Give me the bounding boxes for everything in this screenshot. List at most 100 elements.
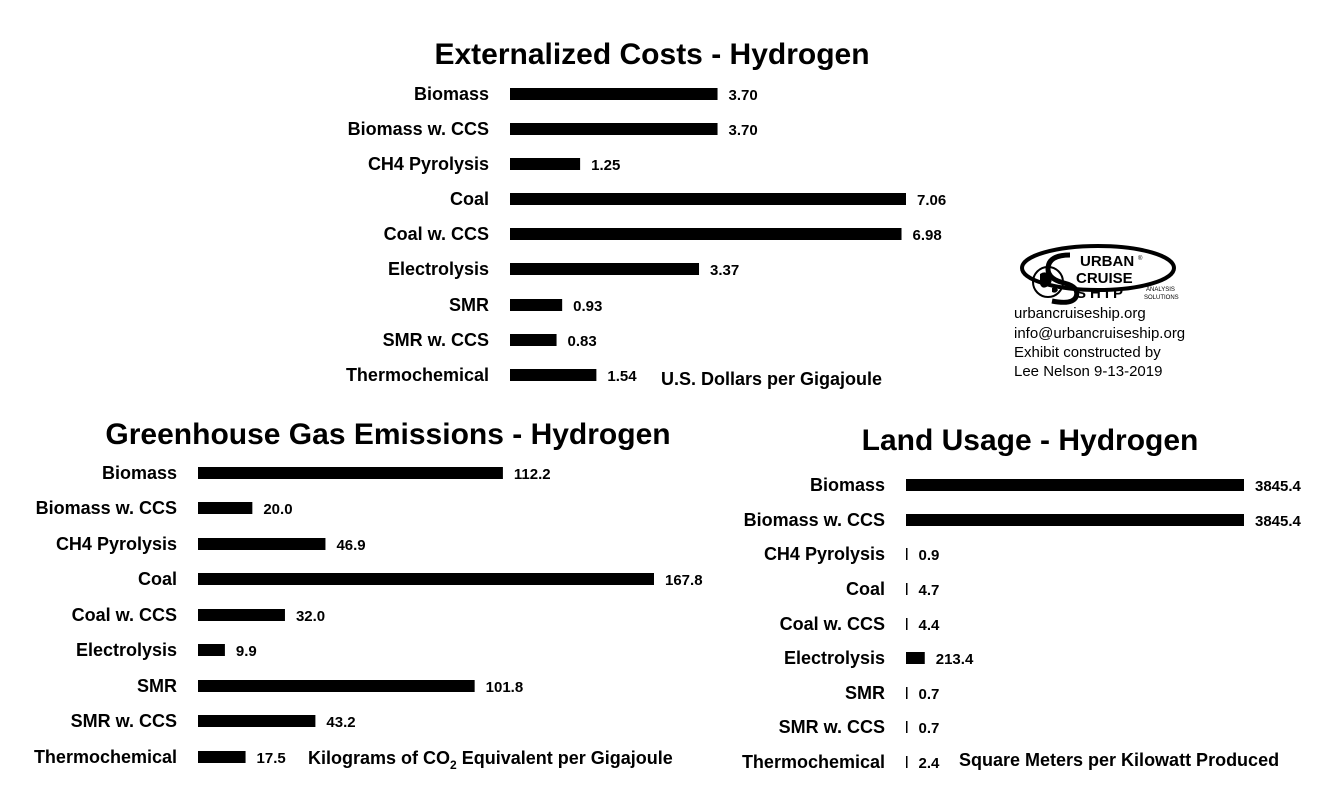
contact-credit-line2: Lee Nelson 9-13-2019 [1014,363,1162,380]
ghg-emissions-category-label: Biomass w. CCS [36,498,177,518]
externalized-costs-bar [510,228,902,240]
land-usage-title: Land Usage - Hydrogen [862,424,1199,457]
contact-email: info@urbancruiseship.org [1014,325,1185,342]
ghg-emissions-bar [198,538,326,550]
land-usage-category-label: Coal w. CCS [780,614,885,634]
land-usage-bar [906,687,908,699]
ghg-emissions-category-label: Coal [138,569,177,589]
ghg-emissions-value-label: 112.2 [514,466,551,483]
ghg-emissions-bar [198,644,225,656]
externalized-costs-value-label: 1.54 [607,368,637,385]
externalized-costs-category-label: Electrolysis [388,259,489,279]
land-usage-category-label: SMR w. CCS [779,717,885,737]
externalized-costs-value-label: 7.06 [917,192,946,209]
ghg-emissions-value-label: 167.8 [665,572,703,589]
logo-registered-mark: ® [1138,255,1143,262]
land-usage-bar [906,583,908,595]
logo-globe-continents-icon [1040,272,1058,293]
land-usage-values: 3845.4 3845.4 0.9 4.7 4.4 213.4 0.7 0.7 2.4 [919,478,1302,772]
ghg-unit-suffix: Equivalent per Gigajoule [457,748,673,768]
externalized-costs-bar [510,158,581,170]
ghg-emissions-category-label: Thermochemical [34,747,177,767]
urban-cruise-ship-logo: URBAN CRUISE SHIP ® ANALYSIS SOLUTIONS [1020,244,1179,305]
land-usage-bars [906,479,1244,768]
land-usage-value-label: 2.4 [919,755,941,772]
externalized-costs-category-label: Biomass w. CCS [348,119,489,139]
land-usage-bar [906,548,908,560]
land-usage-value-label: 3845.4 [1255,478,1302,495]
externalized-costs-bar [510,334,557,346]
land-usage-value-label: 4.7 [919,582,940,599]
externalized-costs-category-label: CH4 Pyrolysis [368,154,489,174]
land-usage-value-label: 0.9 [919,547,940,564]
land-usage-bar [906,756,908,768]
logo-analysis: ANALYSIS [1146,287,1175,293]
land-usage-bar [906,479,1244,491]
land-usage-unit-label: Square Meters per Kilowatt Produced [959,750,1279,770]
logo-line-cruise: CRUISE [1076,270,1133,287]
ghg-emissions-value-label: 17.5 [257,750,286,767]
externalized-costs-bar [510,193,906,205]
ghg-unit-prefix: Kilograms of CO [308,748,450,768]
externalized-costs-bar [510,299,563,311]
land-usage-value-label: 213.4 [936,651,974,668]
externalized-costs-categories: Biomass Biomass w. CCS CH4 Pyrolysis Coal Co… [346,84,489,385]
land-usage-value-label: 4.4 [919,617,941,634]
ghg-emissions-category-label: Biomass [102,463,177,483]
externalized-costs-unit-label: U.S. Dollars per Gigajoule [661,369,882,389]
land-usage-category-label: SMR [845,683,885,703]
logo-line-urban: URBAN [1080,253,1134,270]
externalized-costs-category-label: SMR [449,295,489,315]
externalized-costs-category-label: Thermochemical [346,365,489,385]
ghg-emissions-category-label: SMR w. CCS [71,711,177,731]
land-usage-value-label: 0.7 [919,720,940,737]
ghg-emissions-unit-label: Kilograms of CO2 Equivalent per Gigajoul… [308,748,673,772]
ghg-emissions-values: 112.2 20.0 46.9 167.8 32.0 9.9 101.8 43.2 17.5 [236,466,703,767]
ghg-emissions-title: Greenhouse Gas Emissions - Hydrogen [105,418,670,451]
externalized-costs-bar [510,263,700,275]
externalized-costs-title: Externalized Costs - Hydrogen [434,38,869,71]
logo-s-curve-icon [1045,252,1080,305]
externalized-costs-value-label: 6.98 [913,227,942,244]
contact-website: urbancruiseship.org [1014,305,1146,322]
logo-solutions: SOLUTIONS [1144,295,1179,301]
land-usage-category-label: Coal [846,579,885,599]
contact-credit-line1: Exhibit constructed by [1014,344,1161,361]
land-usage-category-label: Biomass [810,475,885,495]
externalized-costs-value-label: 1.25 [591,157,620,174]
ghg-emissions-value-label: 43.2 [326,714,355,731]
land-usage-category-label: Thermochemical [742,752,885,772]
land-usage-categories: Biomass Biomass w. CCS CH4 Pyrolysis Coal Co… [742,475,885,772]
ghg-emissions-bar [198,751,246,763]
ghg-emissions-category-label: Coal w. CCS [72,605,177,625]
land-usage-bar [906,514,1244,526]
externalized-costs-value-label: 0.93 [573,298,602,315]
externalized-costs-bars [510,88,906,381]
logo-swoosh-icon [1020,244,1176,292]
ghg-unit-subscript: 2 [450,758,457,772]
land-usage-category-label: CH4 Pyrolysis [764,544,885,564]
ghg-emissions-category-label: CH4 Pyrolysis [56,534,177,554]
land-usage-value-label: 3845.4 [1255,513,1302,530]
ghg-emissions-value-label: 9.9 [236,643,257,660]
ghg-emissions-bars [198,467,654,763]
land-usage-bar [906,721,908,733]
ghg-emissions-bar [198,680,475,692]
externalized-costs-value-label: 0.83 [568,333,597,350]
ghg-emissions-bar [198,502,253,514]
externalized-costs-value-label: 3.70 [729,122,758,139]
externalized-costs-chart: Externalized Costs - Hydrogen BiomassBio… [346,38,946,389]
ghg-emissions-category-label: Electrolysis [76,640,177,660]
ghg-emissions-bar [198,573,654,585]
externalized-costs-category-label: Coal w. CCS [384,224,489,244]
externalized-costs-values: 3.70 3.70 1.25 7.06 6.98 3.37 0.93 0.83 1.54 [568,87,947,385]
ghg-emissions-bar [198,467,503,479]
land-usage-value-label: 0.7 [919,686,940,703]
externalized-costs-value-label: 3.37 [710,262,739,279]
ghg-emissions-categories: Biomass Biomass w. CCS CH4 Pyrolysis Coal Co… [34,463,177,767]
logo-line-ship: SHIP [1076,285,1127,302]
land-usage-category-label: Biomass w. CCS [744,510,885,530]
ghg-emissions-bar [198,609,285,621]
land-usage-category-label: Electrolysis [784,648,885,668]
